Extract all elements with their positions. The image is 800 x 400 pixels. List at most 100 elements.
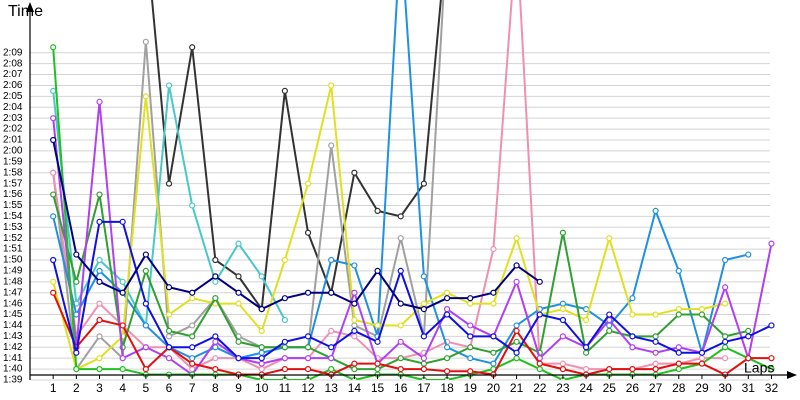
y-tick-label: 2:03 — [3, 113, 23, 124]
y-axis-arrow — [26, 2, 34, 12]
point — [212, 355, 219, 362]
x-tick-label: 1 — [50, 381, 57, 395]
point — [351, 327, 358, 335]
point — [96, 355, 103, 362]
series-line — [52, 139, 541, 311]
point — [745, 355, 752, 362]
point — [142, 344, 149, 351]
y-tick-label: 1:48 — [3, 276, 23, 287]
y-tick-label: 1:51 — [3, 244, 23, 255]
point — [212, 256, 219, 264]
point — [50, 136, 57, 144]
point — [374, 207, 381, 215]
point — [281, 355, 288, 362]
series-line — [52, 101, 773, 376]
point — [189, 360, 196, 367]
point — [536, 278, 543, 285]
point — [606, 322, 613, 329]
point — [304, 355, 312, 362]
series-line — [52, 0, 726, 371]
point — [212, 278, 219, 285]
point — [165, 82, 173, 89]
point — [675, 360, 682, 367]
point — [397, 355, 404, 362]
point — [397, 322, 404, 329]
point — [397, 300, 404, 307]
x-tick-label: 2 — [73, 381, 80, 395]
point — [50, 191, 57, 198]
point — [722, 300, 729, 307]
point — [304, 365, 312, 373]
point — [606, 365, 613, 373]
point — [304, 289, 312, 296]
x-tick-label: 12 — [301, 381, 315, 395]
point — [443, 355, 451, 362]
point — [722, 338, 729, 345]
point — [490, 360, 497, 367]
point — [652, 333, 659, 340]
point — [96, 191, 103, 198]
point — [397, 267, 404, 275]
point — [351, 262, 358, 269]
x-tick-label: 14 — [348, 381, 362, 395]
point — [189, 202, 196, 209]
point — [96, 278, 103, 285]
point — [513, 338, 520, 345]
point — [374, 338, 381, 345]
point — [189, 344, 196, 351]
point — [281, 295, 288, 302]
point — [397, 235, 404, 242]
y-tick-label: 1:45 — [3, 309, 23, 320]
point — [443, 289, 451, 296]
y-tick-label: 2:05 — [3, 91, 23, 102]
point — [119, 355, 126, 362]
point — [189, 355, 196, 362]
y-tick-label: 1:47 — [3, 287, 23, 298]
point — [420, 300, 428, 307]
x-tick-label: 27 — [649, 381, 663, 395]
point — [142, 93, 149, 100]
point — [698, 349, 706, 356]
y-tick-label: 1:53 — [3, 222, 23, 233]
point — [142, 300, 149, 307]
point — [142, 38, 149, 45]
point — [142, 322, 149, 329]
point — [443, 368, 451, 375]
point — [698, 311, 706, 318]
x-tick-label: 21 — [510, 381, 524, 395]
point — [119, 218, 126, 225]
point — [351, 316, 358, 324]
point — [73, 365, 80, 373]
point — [351, 333, 358, 340]
y-tick-label: 1:56 — [3, 189, 23, 200]
point — [536, 365, 543, 373]
point — [212, 273, 219, 280]
point — [374, 360, 381, 367]
point — [328, 82, 335, 89]
point — [73, 278, 80, 285]
point — [189, 44, 196, 51]
y-tick-label: 1:41 — [3, 353, 23, 364]
x-tick-label: 7 — [189, 381, 196, 395]
point — [629, 311, 636, 318]
point — [722, 333, 729, 340]
point — [490, 245, 497, 253]
point — [281, 338, 288, 345]
x-tick-label: 29 — [695, 381, 709, 395]
x-tick-label: 5 — [143, 381, 150, 395]
point — [467, 344, 474, 351]
point — [559, 365, 567, 373]
x-tick-label: 31 — [742, 381, 756, 395]
point — [513, 322, 520, 329]
point — [165, 284, 173, 291]
point — [582, 316, 590, 324]
point — [304, 333, 312, 340]
x-tick-label: 24 — [579, 381, 593, 395]
x-tick-label: 11 — [279, 381, 292, 395]
point — [513, 278, 520, 285]
point — [50, 115, 57, 122]
point — [258, 273, 265, 280]
point — [50, 256, 57, 264]
point — [281, 344, 288, 351]
point — [235, 289, 242, 296]
